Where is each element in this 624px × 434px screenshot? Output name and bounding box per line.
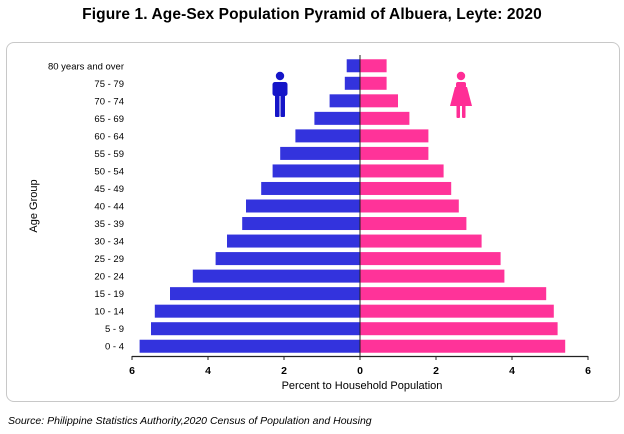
y-tick-label: 55 - 59 — [94, 149, 124, 160]
x-axis-label: Percent to Household Population — [282, 380, 443, 392]
y-tick-label: 45 - 49 — [94, 184, 124, 195]
female-bar — [360, 269, 505, 283]
female-bar — [360, 217, 467, 231]
y-tick-label: 20 - 24 — [94, 272, 124, 283]
y-tick-label: 25 - 29 — [94, 254, 124, 265]
male-bar — [215, 252, 360, 266]
y-tick-label: 30 - 34 — [94, 237, 124, 248]
male-bar — [346, 59, 360, 73]
x-tick-label: 6 — [585, 365, 591, 377]
x-tick-label: 2 — [433, 365, 439, 377]
x-tick-label: 4 — [509, 365, 515, 377]
y-tick-label: 10 - 14 — [94, 307, 124, 318]
female-bar — [360, 304, 554, 318]
male-bar — [329, 94, 360, 108]
male-bar — [272, 164, 360, 178]
female-bar — [360, 252, 501, 266]
male-bar — [261, 181, 360, 195]
y-tick-label: 35 - 39 — [94, 219, 124, 230]
female-bar — [360, 76, 387, 90]
female-person-icon — [450, 71, 472, 118]
y-tick-label: 15 - 19 — [94, 289, 124, 300]
y-tick-label: 60 - 64 — [94, 131, 124, 142]
female-bar — [360, 322, 558, 336]
y-axis-label: Age Group — [28, 179, 40, 232]
female-bar — [360, 146, 429, 160]
x-tick-label: 2 — [281, 365, 287, 377]
x-tick-label: 4 — [205, 365, 211, 377]
female-bar — [360, 181, 452, 195]
male-bar — [344, 76, 360, 90]
male-bar — [314, 111, 360, 125]
source-note: Source: Philippine Statistics Authority,… — [8, 415, 372, 427]
female-bar — [360, 339, 566, 353]
y-tick-label: 50 - 54 — [94, 166, 124, 177]
y-tick-label: 0 - 4 — [105, 342, 124, 353]
male-person-icon — [272, 71, 288, 117]
y-tick-label: 70 - 74 — [94, 96, 124, 107]
male-bar — [154, 304, 360, 318]
female-bar — [360, 164, 444, 178]
male-bar — [246, 199, 360, 213]
male-bar — [192, 269, 360, 283]
female-bar — [360, 199, 459, 213]
female-bar — [360, 129, 429, 143]
y-tick-label: 75 - 79 — [94, 79, 124, 90]
female-bar — [360, 59, 387, 73]
female-bar — [360, 111, 410, 125]
male-bar — [242, 217, 360, 231]
male-bar — [139, 339, 360, 353]
female-bar — [360, 287, 547, 301]
male-bar — [170, 287, 360, 301]
y-tick-label: 80 years and over — [48, 61, 124, 72]
female-bar — [360, 234, 482, 248]
male-bar — [151, 322, 360, 336]
male-bar — [280, 146, 360, 160]
male-bar — [295, 129, 360, 143]
x-tick-label: 6 — [129, 365, 135, 377]
male-bar — [227, 234, 360, 248]
chart-title: Figure 1. Age-Sex Population Pyramid of … — [82, 6, 542, 23]
y-tick-label: 65 - 69 — [94, 114, 124, 125]
x-tick-label: 0 — [357, 365, 363, 377]
population-pyramid-chart: Age Group Percent to Household Populatio… — [28, 55, 591, 392]
y-tick-label: 5 - 9 — [105, 324, 124, 335]
y-tick-label: 40 - 44 — [94, 202, 124, 213]
female-bar — [360, 94, 398, 108]
